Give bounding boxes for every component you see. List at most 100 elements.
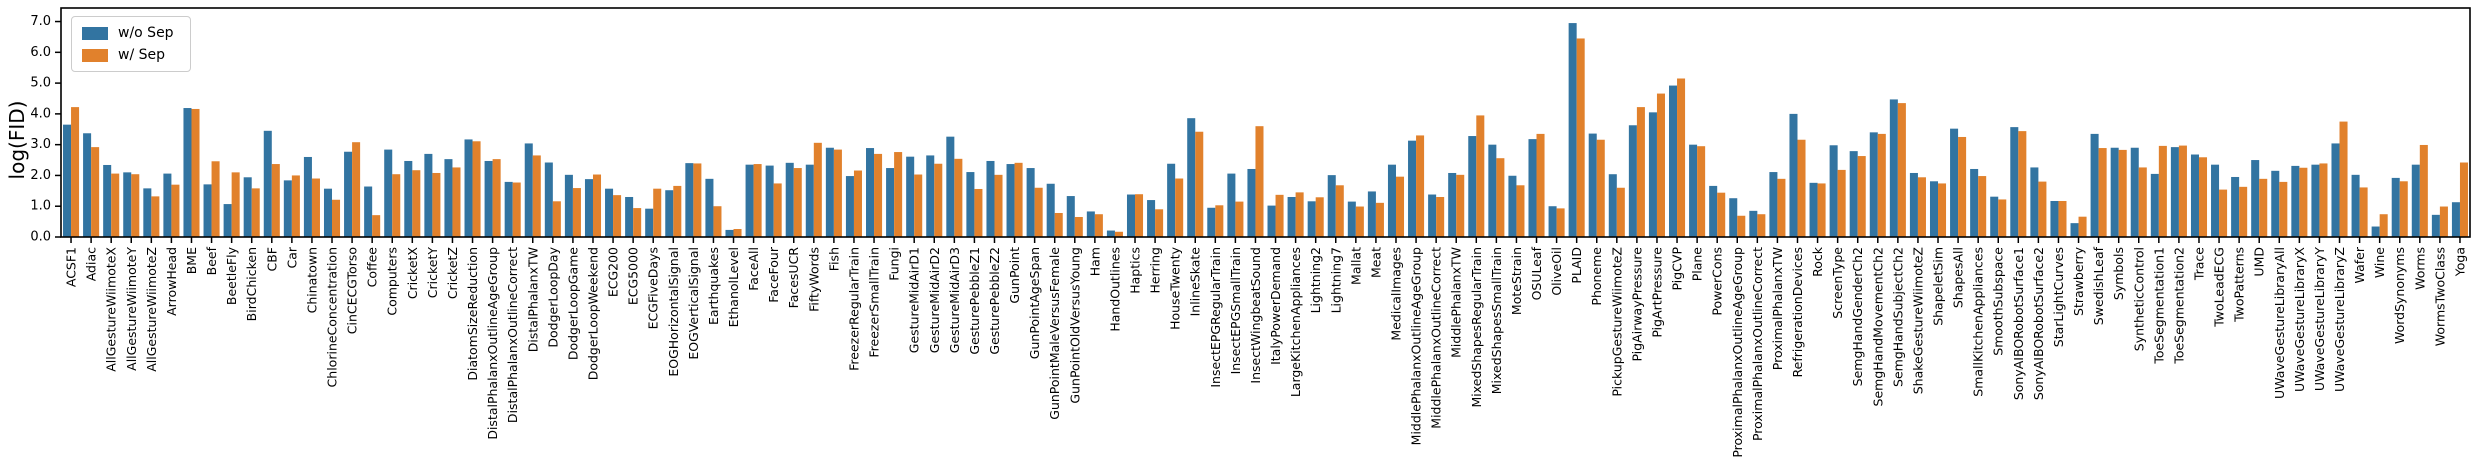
x-tick-label: Meat [1368,247,1383,278]
bar-w-sep [332,199,341,237]
x-tick-label: Car [284,246,299,268]
bar-wo-sep [203,184,212,237]
x-tick-label: UWaveGestureLibraryAll [2272,247,2287,399]
bar-wo-sep [1970,168,1979,237]
y-tick-label: 0.0 [30,230,51,245]
x-tick-label: Mallat [1348,247,1363,285]
bar-w-sep [853,170,862,237]
bar-wo-sep [1327,175,1336,237]
bar-wo-sep [2130,147,2139,237]
bar-wo-sep [1387,164,1396,237]
bar-w-sep [1677,78,1686,238]
bar-wo-sep [966,172,975,237]
x-tick-label: GunPointOldVersusYoung [1067,247,1082,404]
bar-w-sep [1275,194,1284,237]
bar-w-sep [151,196,160,237]
y-tick-label: 3.0 [30,137,51,152]
bar-w-sep [1074,216,1083,237]
x-tick-label: UWaveGestureLibraryY [2312,247,2327,391]
x-tick-label: StarLightCurves [2051,247,2066,347]
bar-wo-sep [1648,112,1657,237]
bar-w-sep [2158,145,2167,237]
bar-wo-sep [1909,172,1918,237]
bar-w-sep [412,170,421,237]
bar-wo-sep [1628,125,1637,237]
bar-w-sep [773,183,782,237]
x-tick-label: Lightning7 [1328,247,1343,313]
bar-wo-sep [2351,174,2360,237]
x-tick-label: CBF [264,247,279,272]
bar-wo-sep [805,164,814,237]
bar-w-sep [251,188,260,237]
x-tick-label: OSULeaf [1529,246,1544,300]
x-tick-label: HandOutlines [1107,247,1122,332]
bar-wo-sep [1950,128,1959,237]
bar-wo-sep [564,174,573,237]
bar-wo-sep [263,130,272,237]
bar-wo-sep [464,139,473,237]
bar-w-sep [813,142,822,237]
bar-wo-sep [103,164,112,237]
bar-wo-sep [1307,201,1316,237]
bar-w-sep [2259,178,2268,237]
bar-wo-sep [2271,170,2280,237]
bar-wo-sep [2391,177,2400,237]
bar-wo-sep [2050,200,2059,237]
x-tick-label: RefrigerationDevices [1790,247,1805,377]
bar-w-sep [2078,216,2087,237]
x-tick-label: ECG5000 [626,247,641,305]
bar-wo-sep [424,153,433,237]
bar-w-sep [1636,107,1645,237]
bar-w-sep [1737,215,1746,237]
bar-wo-sep [2070,223,2079,237]
bar-w-sep [874,153,883,237]
x-tick-label: GesturePebbleZ2 [987,247,1002,355]
bar-w-sep [1135,194,1144,237]
bar-wo-sep [1367,191,1376,237]
bar-w-sep [1897,103,1906,237]
bar-w-sep [1034,187,1043,237]
bar-w-sep [231,172,240,237]
bar-w-sep [1777,178,1786,237]
x-tick-label: Lightning2 [1308,247,1323,313]
bar-w-sep [2038,181,2047,237]
bar-wo-sep [344,151,353,237]
x-tick-label: PowerCons [1710,247,1725,316]
bar-w-sep [1556,208,1565,238]
x-tick-label: AllGestureWiimoteY [124,247,139,371]
bar-wo-sep [1046,183,1055,237]
x-tick-label: DistalPhalanxOutlineAgeGroup [485,247,500,440]
bar-wo-sep [63,124,72,237]
bar-w-sep [2459,162,2468,237]
x-tick-label: FreezerRegularTrain [846,247,861,371]
bar-wo-sep [283,180,292,237]
x-tick-label: MixedShapesRegularTrain [1469,247,1484,408]
y-axis-label: log(FID) [5,100,29,180]
x-tick-label: WordSynonyms [2392,247,2407,344]
x-tick-label: MiddlePhalanxTW [1449,247,1464,358]
bar-w-sep [1616,187,1625,237]
bar-wo-sep [1769,172,1778,237]
x-tick-label: FaceFour [766,246,781,303]
bar-wo-sep [1568,23,1577,237]
bar-wo-sep [605,188,614,237]
x-tick-label: SmallKitchenAppliances [1971,247,1986,397]
x-tick-label: DistalPhalanxOutlineCorrect [505,247,520,423]
bar-wo-sep [484,160,493,237]
bar-wo-sep [665,190,674,237]
bar-wo-sep [1207,207,1216,237]
bar-w-sep [1315,197,1324,237]
x-tick-label: Fish [826,247,841,271]
bar-w-sep [713,206,722,237]
y-tick-label: 1.0 [30,199,51,214]
bar-wo-sep [1990,196,1999,237]
bar-wo-sep [1528,139,1537,237]
bar-wo-sep [1929,181,1939,237]
bar-wo-sep [1428,194,1437,237]
bar-wo-sep [504,181,513,237]
bar-wo-sep [2291,165,2300,237]
bar-wo-sep [785,162,794,237]
x-tick-label: GestureMidAirD1 [907,247,922,353]
bar-wo-sep [685,163,694,237]
bar-wo-sep [1548,206,1557,237]
